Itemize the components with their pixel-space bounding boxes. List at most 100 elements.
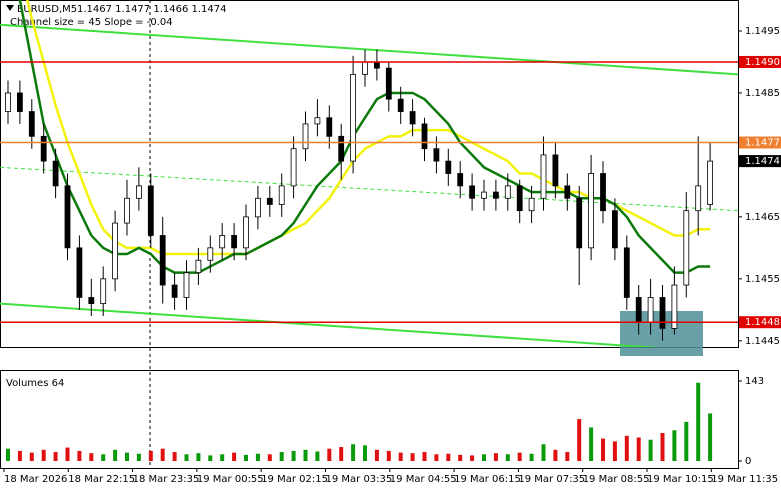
time-label: 19 Mar 11:35	[711, 474, 778, 485]
volume-bar	[327, 448, 332, 461]
volume-bar	[29, 452, 34, 461]
volume-bar	[303, 449, 308, 461]
level-line-label: 1.1490	[745, 57, 780, 68]
candle-body	[112, 222, 118, 280]
candle-body	[576, 197, 583, 249]
volume-bar	[410, 453, 415, 461]
volume-bar	[458, 454, 463, 461]
time-label: 18 Mar 23:35	[133, 474, 200, 485]
volume-bar	[624, 435, 629, 461]
volume-bar	[232, 452, 237, 461]
time-label: 18 Mar 22:15	[68, 474, 135, 485]
last-price-label: 1.1474	[745, 156, 780, 167]
candle-body	[445, 160, 452, 174]
candle-body	[76, 247, 83, 298]
ohlc-text: 1.1467 1.1477 1.1466 1.1474	[77, 4, 227, 15]
candle-body	[433, 148, 440, 162]
volume-bar	[244, 454, 248, 461]
volume-bar	[77, 450, 82, 461]
volume-bar	[220, 454, 225, 461]
candle-body	[302, 123, 309, 150]
volume-bar	[482, 454, 486, 461]
candle-body	[409, 111, 416, 125]
plot-area	[0, 0, 738, 347]
volume-bar	[196, 453, 201, 461]
candle-body	[100, 278, 107, 305]
reference-line-tag	[739, 136, 781, 149]
volume-bar	[493, 453, 498, 461]
time-label: 19 Mar 00:55	[197, 474, 264, 485]
candle-body	[278, 185, 285, 205]
candle-body	[16, 92, 23, 112]
volume-bar	[351, 444, 356, 461]
volume-bar	[529, 453, 534, 461]
volume-bar	[422, 452, 427, 461]
time-label: 19 Mar 06:15	[454, 474, 521, 485]
volume-tick-label: 143	[745, 376, 764, 387]
candle-body	[540, 154, 547, 199]
candle-body	[600, 173, 606, 212]
y-tick-label: 1.1445	[745, 336, 780, 347]
volume-bar	[374, 449, 379, 461]
volume-bar	[672, 430, 677, 461]
candle-body	[469, 185, 476, 199]
candle-body	[683, 210, 690, 286]
volume-bar	[648, 439, 653, 461]
volume-bar	[470, 455, 475, 461]
time-label: 19 Mar 03:35	[326, 474, 393, 485]
volume-bar	[65, 447, 70, 461]
y-tick-label: 1.1485	[745, 88, 780, 99]
volume-bar	[160, 448, 165, 461]
candle-body	[362, 61, 368, 75]
reference-line-label: 1.1477	[745, 138, 780, 149]
candle-body	[231, 235, 238, 249]
volume-bar	[339, 447, 344, 461]
volume-bar	[386, 450, 391, 461]
candle-body	[588, 173, 594, 249]
price-pane	[0, 0, 739, 348]
channel-line	[0, 302, 661, 347]
candle-body	[707, 160, 713, 205]
candle-body	[695, 185, 702, 212]
candle-body	[314, 117, 321, 125]
level-line-tag	[739, 55, 781, 68]
candle-body	[528, 197, 535, 212]
candle-body	[350, 73, 357, 162]
candle-body	[219, 235, 226, 249]
volume-bar	[684, 421, 689, 461]
time-label: 19 Mar 10:15	[647, 474, 714, 485]
volume-bar	[101, 454, 106, 461]
candle-body	[373, 61, 380, 69]
candle-body	[552, 154, 559, 187]
symbol: EURUSD,M5	[17, 4, 77, 15]
candle-body	[147, 185, 154, 236]
candle-body	[28, 111, 35, 137]
volume-bar	[505, 454, 510, 461]
volume-title: Volumes 64	[6, 378, 64, 389]
volume-bar	[589, 427, 594, 461]
candle-body	[171, 284, 178, 298]
volume-bar	[291, 450, 296, 461]
volume-tick-label: 0	[745, 456, 751, 467]
candle-body	[504, 185, 511, 199]
candle-body	[326, 117, 333, 137]
candle-body	[623, 247, 630, 298]
volume-bar	[6, 448, 10, 461]
candle-body	[254, 197, 261, 218]
volume-bar	[660, 433, 665, 461]
candle-body	[266, 197, 273, 205]
candle-body	[385, 67, 392, 100]
time-label: 19 Mar 04:55	[390, 474, 457, 485]
volume-bar	[208, 455, 213, 461]
candle-body	[516, 185, 523, 212]
volume-bar	[565, 452, 570, 461]
volume-bar	[255, 453, 260, 461]
volume-bar	[636, 437, 641, 461]
candle-body	[88, 297, 95, 305]
y-tick-label: 1.1495	[745, 26, 780, 37]
candle-body	[243, 216, 249, 249]
level-line-label: 1.1448	[745, 317, 780, 328]
time-label: 19 Mar 07:35	[518, 474, 585, 485]
volume-bar	[446, 453, 451, 461]
time-label: 19 Mar 08:55	[583, 474, 650, 485]
